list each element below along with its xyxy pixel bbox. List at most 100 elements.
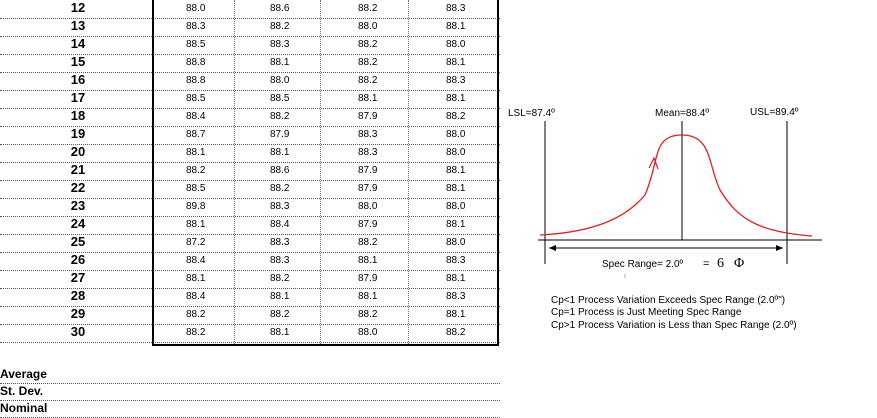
table-cell[interactable]: 88.1 (446, 21, 466, 32)
table-cell[interactable]: 88.1 (358, 291, 378, 302)
table-cell[interactable]: 88.0 (186, 3, 206, 14)
table-cell[interactable]: 88.0 (358, 21, 378, 32)
table-cell[interactable]: 88.1 (270, 147, 290, 158)
table-cell[interactable]: 88.0 (358, 201, 378, 212)
table-row[interactable]: 30 88.2 88.1 88.0 88.2 (0, 324, 500, 343)
table-cell[interactable]: 87.9 (358, 165, 378, 176)
table-cell[interactable]: 88.6 (270, 3, 290, 14)
table-cell[interactable]: 88.2 (270, 21, 290, 32)
row-number: 26 (70, 252, 86, 267)
table-cell[interactable]: 88.1 (446, 183, 466, 194)
table-cell[interactable]: 88.0 (446, 39, 466, 50)
table-cell[interactable]: 88.0 (270, 75, 290, 86)
table-cell[interactable]: 88.1 (446, 165, 466, 176)
table-cell[interactable]: 87.2 (186, 237, 206, 248)
table-row[interactable]: 25 87.2 88.3 88.2 88.0 (0, 234, 500, 253)
table-row[interactable]: 26 88.4 88.3 88.1 88.3 (0, 252, 500, 271)
table-cell[interactable]: 88.3 (186, 21, 206, 32)
table-cell[interactable]: 88.0 (358, 327, 378, 338)
table-row[interactable]: 24 88.1 88.4 87.9 88.1 (0, 216, 500, 235)
table-cell[interactable]: 88.1 (358, 255, 378, 266)
table-cell[interactable]: 88.0 (446, 147, 466, 158)
table-cell[interactable]: 88.2 (446, 111, 466, 122)
table-cell[interactable]: 88.1 (446, 219, 466, 230)
table-cell[interactable]: 88.3 (446, 255, 466, 266)
table-cell[interactable]: 88.5 (186, 183, 206, 194)
table-row[interactable]: 17 88.5 88.5 88.1 88.1 (0, 90, 500, 109)
table-cell[interactable]: 88.6 (270, 165, 290, 176)
table-cell[interactable]: 88.1 (186, 147, 206, 158)
table-cell[interactable]: 88.2 (358, 237, 378, 248)
table-cell[interactable]: 88.2 (358, 57, 378, 68)
table-row[interactable]: 14 88.5 88.3 88.2 88.0 (0, 36, 500, 55)
table-row[interactable]: 18 88.4 88.2 87.9 88.2 (0, 108, 500, 127)
table-row[interactable]: 15 88.8 88.1 88.2 88.1 (0, 54, 500, 73)
table-row[interactable]: 21 88.2 88.6 87.9 88.1 (0, 162, 500, 181)
table-cell[interactable]: 88.1 (270, 327, 290, 338)
table-row[interactable]: 16 88.8 88.0 88.2 88.3 (0, 72, 500, 91)
table-cell[interactable]: 88.5 (186, 39, 206, 50)
table-cell[interactable]: 88.4 (186, 111, 206, 122)
table-row[interactable]: 13 88.3 88.2 88.0 88.1 (0, 18, 500, 37)
table-cell[interactable]: 88.5 (270, 93, 290, 104)
table-cell[interactable]: 88.3 (270, 237, 290, 248)
table-cell[interactable]: 87.9 (358, 183, 378, 194)
table-cell[interactable]: 88.3 (358, 129, 378, 140)
table-cell[interactable]: 88.2 (186, 309, 206, 320)
table-cell[interactable]: 88.2 (270, 309, 290, 320)
table-cell[interactable]: 88.2 (446, 327, 466, 338)
table-cell[interactable]: 88.8 (186, 57, 206, 68)
table-row[interactable]: 27 88.1 88.2 87.9 88.1 (0, 270, 500, 289)
table-row[interactable]: 28 88.4 88.1 88.1 88.3 (0, 288, 500, 307)
table-row[interactable]: 23 89.8 88.3 88.0 88.0 (0, 198, 500, 217)
table-cell[interactable]: 88.2 (186, 165, 206, 176)
table-cell[interactable]: 88.1 (270, 57, 290, 68)
table-cell[interactable]: 87.9 (270, 129, 290, 140)
table-cell[interactable]: 88.0 (446, 237, 466, 248)
table-cell[interactable]: 88.1 (186, 219, 206, 230)
table-cell[interactable]: 88.3 (270, 39, 290, 50)
table-cell[interactable]: 88.1 (446, 57, 466, 68)
table-row[interactable]: 29 88.2 88.2 88.2 88.1 (0, 306, 500, 325)
table-cell[interactable]: 88.2 (270, 273, 290, 284)
table-cell[interactable]: 88.7 (186, 129, 206, 140)
table-cell[interactable]: 88.8 (186, 75, 206, 86)
table-cell[interactable]: 88.2 (358, 39, 378, 50)
table-cell[interactable]: 88.4 (186, 255, 206, 266)
table-row[interactable]: 19 88.7 87.9 88.3 88.0 (0, 126, 500, 145)
table-cell[interactable]: 88.1 (186, 273, 206, 284)
table-cell[interactable]: 88.0 (446, 129, 466, 140)
stat-row-average[interactable]: Average (0, 366, 500, 384)
table-cell[interactable]: 88.1 (446, 93, 466, 104)
table-cell[interactable]: 87.9 (358, 111, 378, 122)
table-cell[interactable]: 88.3 (446, 3, 466, 14)
table-cell[interactable]: 88.1 (358, 93, 378, 104)
table-cell[interactable]: 88.1 (270, 291, 290, 302)
table-cell[interactable]: 88.3 (446, 75, 466, 86)
table-cell[interactable]: 88.2 (270, 183, 290, 194)
table-cell[interactable]: 88.1 (446, 309, 466, 320)
table-cell[interactable]: 87.9 (358, 273, 378, 284)
table-cell[interactable]: 88.5 (186, 93, 206, 104)
table-cell[interactable]: 89.8 (186, 201, 206, 212)
table-row[interactable]: 12 88.0 88.6 88.2 88.3 (0, 0, 500, 19)
table-cell[interactable]: 88.2 (358, 3, 378, 14)
table-cell[interactable]: 88.3 (446, 291, 466, 302)
table-cell[interactable]: 88.0 (446, 201, 466, 212)
table-cell[interactable]: 88.3 (270, 255, 290, 266)
table-cell[interactable]: 88.2 (358, 309, 378, 320)
table-cell[interactable]: 88.1 (446, 273, 466, 284)
table-cell[interactable]: 88.2 (270, 111, 290, 122)
table-cell[interactable]: 88.4 (186, 291, 206, 302)
stat-row-stdev[interactable]: St. Dev. (0, 383, 500, 401)
table-cell[interactable]: 88.2 (186, 327, 206, 338)
table-cell[interactable]: 88.4 (270, 219, 290, 230)
table-cell[interactable]: 88.3 (358, 147, 378, 158)
stat-label-nominal: Nominal (0, 401, 48, 415)
table-row[interactable]: 20 88.1 88.1 88.3 88.0 (0, 144, 500, 163)
table-cell[interactable]: 87.9 (358, 219, 378, 230)
stat-row-nominal[interactable]: Nominal (0, 400, 500, 418)
table-row[interactable]: 22 88.5 88.2 87.9 88.1 (0, 180, 500, 199)
table-cell[interactable]: 88.2 (358, 75, 378, 86)
table-cell[interactable]: 88.3 (270, 201, 290, 212)
